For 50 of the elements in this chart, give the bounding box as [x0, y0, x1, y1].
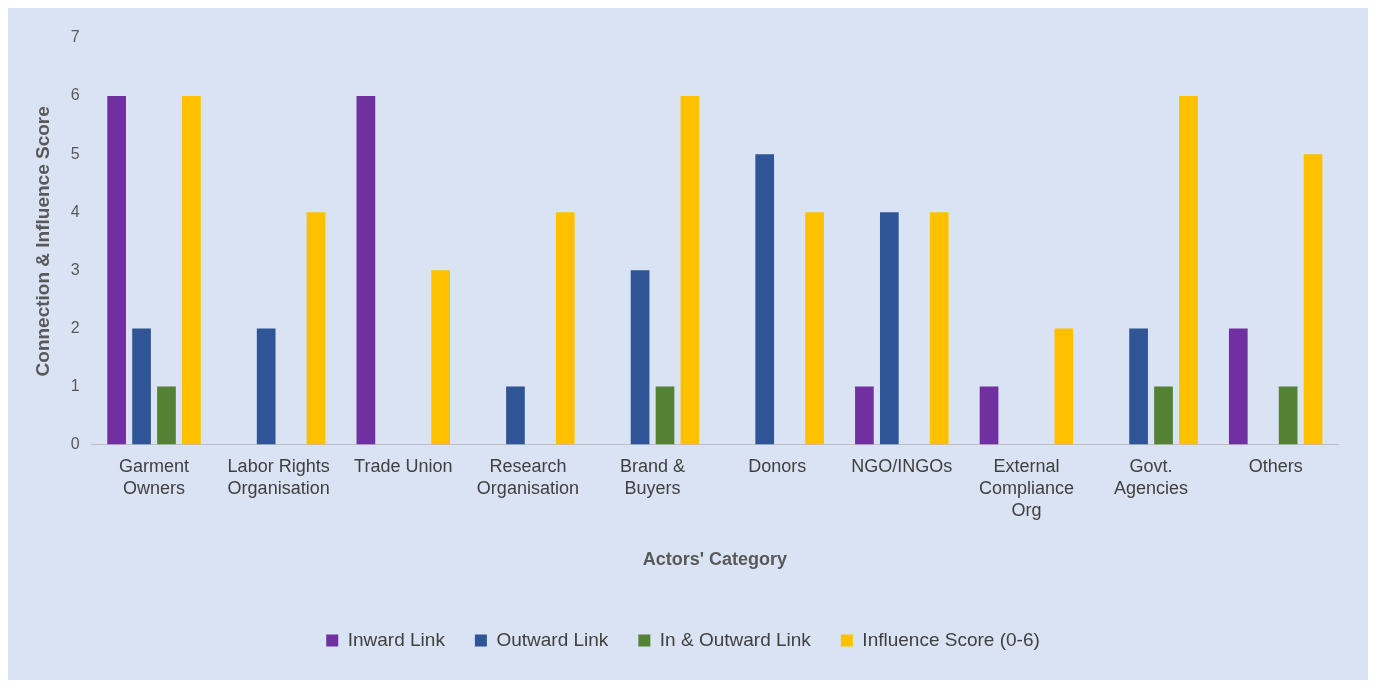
bar	[1228, 328, 1248, 445]
bar	[157, 386, 176, 445]
bar	[107, 96, 126, 445]
y-tick-label: 3	[70, 260, 80, 278]
bar	[431, 270, 451, 445]
bar	[1129, 328, 1148, 445]
bar	[979, 386, 999, 445]
x-tick-label: Brand & Buyers	[620, 456, 686, 498]
y-tick-label: 1	[70, 376, 80, 394]
y-tick-label: 4	[70, 202, 80, 220]
bar	[1054, 328, 1074, 445]
x-tick-label: Labor Rights Organisation	[227, 456, 330, 498]
legend-label: In & Outward Link	[659, 628, 812, 650]
x-tick-label: NGO/INGOs	[851, 456, 953, 477]
legend-label: Inward Link	[347, 628, 446, 650]
bar	[555, 212, 575, 445]
bar	[1154, 386, 1173, 445]
bar	[306, 212, 326, 445]
x-tick-label: Garment Owners	[119, 456, 190, 498]
x-tick-label: Others	[1248, 456, 1303, 477]
y-tick-label: 5	[70, 144, 80, 162]
x-axis-title: Actors' Category	[642, 549, 788, 570]
y-tick-label: 7	[70, 28, 80, 46]
bar	[506, 386, 525, 445]
x-tick-label: Donors	[748, 456, 807, 477]
bar	[132, 328, 151, 445]
bar	[356, 96, 376, 445]
legend-label: Outward Link	[496, 628, 609, 650]
legend-label: Influence Score (0-6)	[862, 628, 1040, 650]
bar	[256, 328, 276, 445]
x-tick-label: Trade Union	[354, 456, 453, 477]
bar	[680, 96, 700, 445]
x-tick-label: Research Organisation	[476, 456, 579, 498]
bar	[630, 270, 650, 445]
bar	[1179, 96, 1198, 445]
bar	[182, 96, 201, 445]
x-tick-label: Govt. Agencies	[1114, 456, 1189, 498]
bar	[855, 386, 874, 445]
bar	[1278, 386, 1298, 445]
bar	[1303, 154, 1323, 445]
y-tick-label: 6	[70, 86, 80, 104]
y-tick-label: 2	[70, 318, 80, 336]
y-tick-label: 0	[70, 435, 80, 453]
x-tick-label: External Compliance Org	[978, 456, 1074, 520]
bar	[929, 212, 949, 445]
y-axis-title: Connection & Influence Score	[31, 106, 53, 377]
bar	[805, 212, 824, 445]
bar	[755, 154, 775, 445]
bar	[655, 386, 675, 445]
bar	[879, 212, 899, 445]
